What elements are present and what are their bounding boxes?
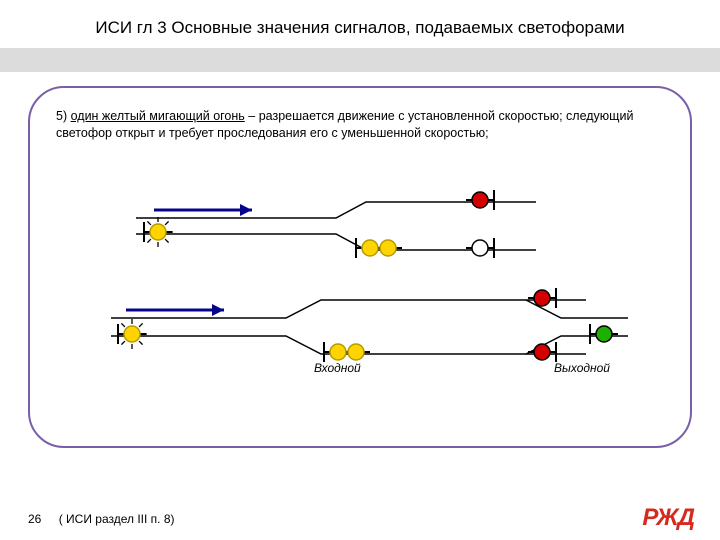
content-panel: 5) один желтый мигающий огонь – разрешае…: [28, 86, 692, 448]
footer: 26 ( ИСИ раздел III п. 8): [28, 512, 175, 526]
description: 5) один желтый мигающий огонь – разрешае…: [56, 108, 664, 142]
page-title: ИСИ гл 3 Основные значения сигналов, под…: [0, 0, 720, 48]
gray-band: [0, 48, 720, 72]
diagram: Входной Выходной: [56, 160, 664, 410]
svg-text:Входной: Входной: [314, 361, 361, 375]
footer-ref: ( ИСИ раздел III п. 8): [59, 512, 175, 526]
desc-lead: 5): [56, 109, 71, 123]
desc-underline: один желтый мигающий огонь: [71, 109, 245, 123]
page-number: 26: [28, 512, 41, 526]
rzd-logo: РЖД: [642, 504, 694, 532]
svg-text:Выходной: Выходной: [554, 361, 610, 375]
